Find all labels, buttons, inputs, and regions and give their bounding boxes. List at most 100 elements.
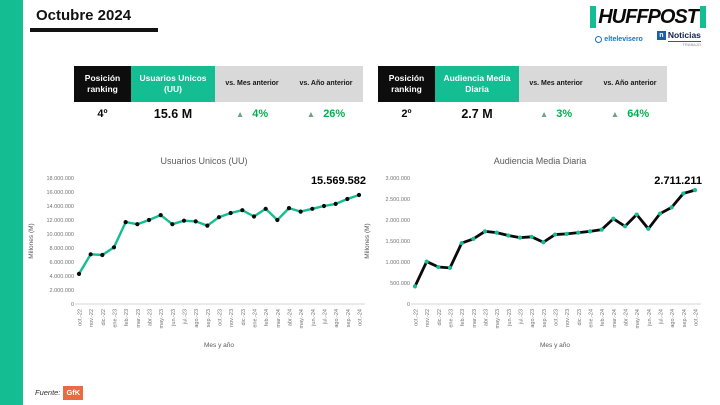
svg-text:8.000.000: 8.000.000 bbox=[50, 246, 74, 252]
svg-text:feb.-23: feb.-23 bbox=[124, 309, 130, 326]
svg-text:0: 0 bbox=[71, 302, 74, 308]
yoy-percent: 64% bbox=[627, 108, 650, 120]
svg-text:Mes y año: Mes y año bbox=[204, 342, 234, 349]
svg-text:ago.-23: ago.-23 bbox=[194, 309, 200, 328]
header-posicion-ranking: Posición ranking bbox=[378, 66, 435, 102]
usuarios-unicos-line-chart: Usuarios Unicos (UU) 15.569.582 18.000.000… bbox=[28, 156, 366, 349]
svg-text:15.569.582: 15.569.582 bbox=[311, 175, 366, 187]
header-vs-mes-anterior: vs. Mes anterior bbox=[215, 66, 289, 102]
noticias-square-icon: n bbox=[656, 31, 666, 40]
svg-text:2.000.000: 2.000.000 bbox=[50, 288, 74, 294]
noticias-trabajo-logo: n Noticias TRABAJO bbox=[656, 30, 701, 47]
svg-text:Usuarios Unicos (UU): Usuarios Unicos (UU) bbox=[160, 156, 247, 166]
gfk-logo: GfK bbox=[63, 386, 84, 400]
left-accent-bar bbox=[0, 0, 23, 405]
svg-text:jul.-23: jul.-23 bbox=[183, 309, 189, 325]
svg-text:abr.-23: abr.-23 bbox=[148, 309, 154, 326]
huffpost-logo-text: HUFFPOST bbox=[598, 6, 699, 28]
yoy-change: ▲ 64% bbox=[593, 102, 667, 126]
svg-text:ene.-23: ene.-23 bbox=[449, 309, 455, 328]
header-posicion-ranking: Posición ranking bbox=[74, 66, 131, 102]
svg-text:abr.-24: abr.-24 bbox=[624, 309, 630, 326]
up-triangle-icon: ▲ bbox=[610, 108, 620, 119]
svg-text:1.000.000: 1.000.000 bbox=[386, 260, 410, 266]
svg-text:feb.-24: feb.-24 bbox=[264, 309, 270, 326]
svg-text:sep.-24: sep.-24 bbox=[346, 309, 352, 327]
svg-text:ago.-23: ago.-23 bbox=[530, 309, 536, 328]
svg-text:jun.-23: jun.-23 bbox=[507, 309, 513, 327]
svg-text:3.000.000: 3.000.000 bbox=[386, 176, 410, 182]
noticias-label: Noticias bbox=[667, 30, 701, 40]
svg-text:oct.-22: oct.-22 bbox=[414, 309, 420, 326]
svg-text:1.500.000: 1.500.000 bbox=[386, 239, 410, 245]
svg-text:ago.-24: ago.-24 bbox=[334, 309, 340, 328]
svg-text:oct.-24: oct.-24 bbox=[694, 309, 700, 326]
svg-text:may.-23: may.-23 bbox=[495, 309, 501, 328]
svg-text:ene.-24: ene.-24 bbox=[253, 309, 259, 328]
svg-text:dic.-22: dic.-22 bbox=[101, 309, 107, 326]
svg-text:mar.-23: mar.-23 bbox=[472, 309, 478, 328]
mom-change: ▲ 3% bbox=[519, 102, 593, 126]
svg-text:14.000.000: 14.000.000 bbox=[46, 204, 74, 210]
svg-text:sep.-23: sep.-23 bbox=[206, 309, 212, 327]
yoy-percent: 26% bbox=[323, 108, 346, 120]
eltelevisero-circle-icon bbox=[595, 35, 603, 43]
svg-text:4.000.000: 4.000.000 bbox=[50, 274, 74, 280]
svg-text:jun.-23: jun.-23 bbox=[171, 309, 177, 327]
svg-text:0: 0 bbox=[407, 302, 410, 308]
svg-text:nov.-22: nov.-22 bbox=[425, 309, 431, 327]
partner-logos: eltelevisero n Noticias TRABAJO bbox=[595, 31, 701, 47]
svg-text:ene.-23: ene.-23 bbox=[113, 309, 119, 328]
svg-text:may.-24: may.-24 bbox=[635, 309, 641, 328]
metric-value: 15.6 M bbox=[131, 102, 215, 126]
svg-text:nov.-23: nov.-23 bbox=[229, 309, 235, 327]
yoy-change: ▲ 26% bbox=[289, 102, 363, 126]
svg-text:sep.-24: sep.-24 bbox=[682, 309, 688, 327]
header-usuarios-unicos: Usuarios Unicos (UU) bbox=[131, 66, 215, 102]
svg-text:Millones (M): Millones (M) bbox=[364, 223, 371, 258]
header-vs-ano-anterior: vs. Año anterior bbox=[593, 66, 667, 102]
svg-text:10.000.000: 10.000.000 bbox=[46, 232, 74, 238]
svg-text:nov.-22: nov.-22 bbox=[89, 309, 95, 327]
title-underline bbox=[30, 28, 158, 32]
metric-value: 2.7 M bbox=[435, 102, 519, 126]
kpi-table-audiencia-media: Posición ranking Audiencia Media Diaria … bbox=[378, 66, 667, 126]
svg-text:2.711.211: 2.711.211 bbox=[654, 175, 702, 187]
svg-text:jul.-24: jul.-24 bbox=[659, 309, 665, 325]
svg-text:2.000.000: 2.000.000 bbox=[386, 218, 410, 224]
svg-text:Millones (M): Millones (M) bbox=[28, 223, 35, 258]
svg-text:Audiencia Media Diaria: Audiencia Media Diaria bbox=[494, 156, 587, 166]
svg-text:nov.-23: nov.-23 bbox=[565, 309, 571, 327]
header-vs-mes-anterior: vs. Mes anterior bbox=[519, 66, 593, 102]
svg-text:abr.-24: abr.-24 bbox=[288, 309, 294, 326]
mom-change: ▲ 4% bbox=[215, 102, 289, 126]
up-triangle-icon: ▲ bbox=[235, 108, 245, 119]
svg-text:jul.-24: jul.-24 bbox=[323, 309, 329, 325]
audiencia-media-line-chart: Audiencia Media Diaria 2.711.211 3.000.000… bbox=[364, 156, 702, 349]
svg-text:12.000.000: 12.000.000 bbox=[46, 218, 74, 224]
svg-text:oct.-22: oct.-22 bbox=[78, 309, 84, 326]
mom-percent: 3% bbox=[556, 108, 573, 120]
rank-value: 2º bbox=[378, 102, 435, 126]
svg-text:may.-23: may.-23 bbox=[159, 309, 165, 328]
header-vs-ano-anterior: vs. Año anterior bbox=[289, 66, 363, 102]
svg-text:oct.-23: oct.-23 bbox=[554, 309, 560, 326]
eltelevisero-logo: eltelevisero bbox=[595, 35, 643, 43]
kpi-table-usuarios-unicos: Posición ranking Usuarios Unicos (UU) vs… bbox=[74, 66, 363, 126]
svg-text:500.000: 500.000 bbox=[390, 281, 410, 287]
header-audiencia-media: Audiencia Media Diaria bbox=[435, 66, 519, 102]
svg-text:jul.-23: jul.-23 bbox=[519, 309, 525, 325]
svg-text:ene.-24: ene.-24 bbox=[589, 309, 595, 328]
svg-text:may.-24: may.-24 bbox=[299, 309, 305, 328]
svg-text:dic.-23: dic.-23 bbox=[241, 309, 247, 326]
svg-text:feb.-23: feb.-23 bbox=[460, 309, 466, 326]
svg-text:6.000.000: 6.000.000 bbox=[50, 260, 74, 266]
svg-text:feb.-24: feb.-24 bbox=[600, 309, 606, 326]
svg-text:oct.-24: oct.-24 bbox=[358, 309, 364, 326]
up-triangle-icon: ▲ bbox=[539, 108, 549, 119]
eltelevisero-label: eltelevisero bbox=[604, 35, 643, 43]
brand-block: HUFFPOST eltelevisero n Noticias TRABAJO bbox=[588, 6, 708, 47]
mom-percent: 4% bbox=[252, 108, 269, 120]
svg-text:16.000.000: 16.000.000 bbox=[46, 190, 74, 196]
